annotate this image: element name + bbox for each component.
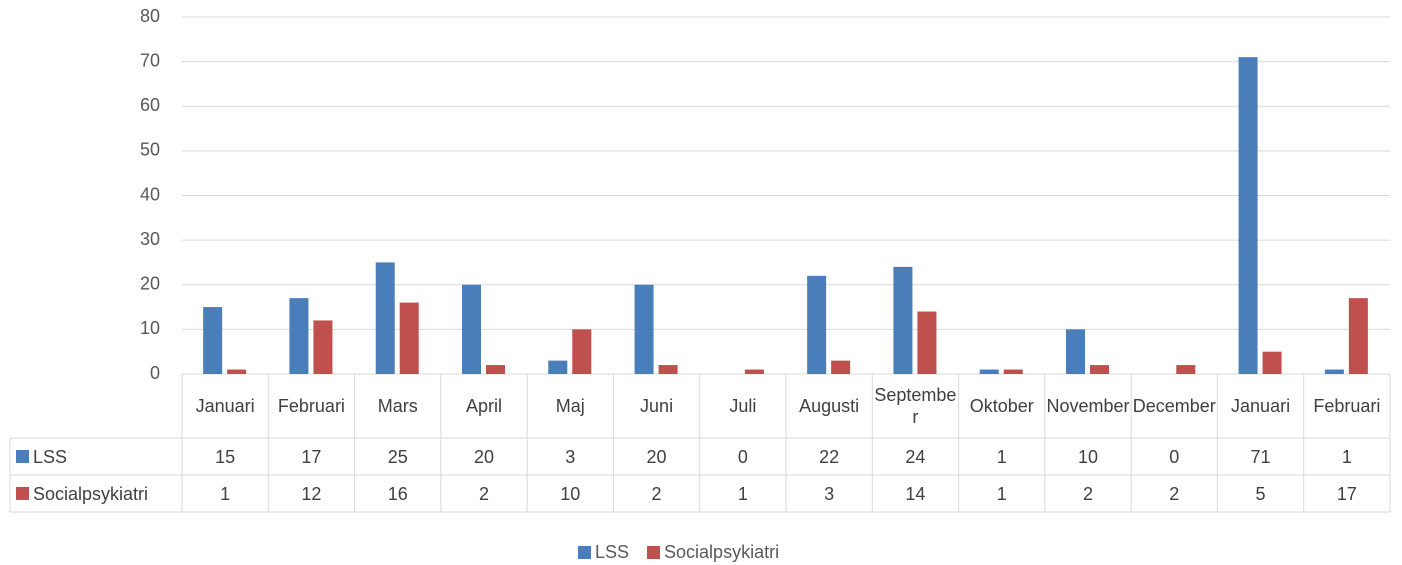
table-value: 71 xyxy=(1250,446,1271,467)
table-value: 2 xyxy=(478,483,489,504)
bar xyxy=(313,320,333,374)
table-value: 2 xyxy=(1169,483,1180,504)
table-value: 16 xyxy=(387,483,408,504)
x-tick-label: November xyxy=(1046,396,1130,416)
legend-key xyxy=(647,546,661,559)
table-value: 2 xyxy=(1082,483,1093,504)
table-value: 24 xyxy=(905,446,926,467)
bar xyxy=(634,284,654,374)
table-value: 1 xyxy=(737,483,748,504)
table-value: 1 xyxy=(220,483,231,504)
x-tick-label: Augusti xyxy=(799,396,860,416)
bar xyxy=(1348,298,1368,374)
table-value: 1 xyxy=(996,446,1007,467)
bar xyxy=(979,369,999,374)
table-value: 0 xyxy=(1169,446,1180,467)
table-value: 5 xyxy=(1255,483,1266,504)
table-value: 20 xyxy=(646,446,667,467)
x-tick-label: Maj xyxy=(555,396,585,416)
y-tick-label: 50 xyxy=(140,140,160,160)
bar xyxy=(1066,329,1085,374)
bar xyxy=(1176,365,1196,374)
table-value: 2 xyxy=(651,483,662,504)
legend-key xyxy=(16,450,29,463)
bar xyxy=(1003,369,1023,374)
x-tick-label: Juli xyxy=(729,396,757,416)
legend-key xyxy=(578,546,591,559)
legend-label: LSS xyxy=(595,542,629,562)
y-tick-label: 60 xyxy=(140,95,160,115)
bar xyxy=(1090,365,1109,374)
y-tick-label: 40 xyxy=(140,184,160,204)
y-tick-label: 80 xyxy=(140,6,160,26)
y-tick-label: 70 xyxy=(140,50,160,70)
table-value: 15 xyxy=(215,446,236,467)
bar xyxy=(658,365,678,374)
table-value: 3 xyxy=(824,483,835,504)
bar xyxy=(1262,351,1282,374)
y-tick-label: 10 xyxy=(140,318,160,338)
x-tick-label: Oktober xyxy=(969,396,1034,416)
x-tick-label: Mars xyxy=(377,396,418,416)
x-tick-label: September xyxy=(874,385,957,427)
x-tick-label: Januari xyxy=(1231,396,1291,416)
bar xyxy=(572,329,592,374)
table-value: 20 xyxy=(473,446,494,467)
bar xyxy=(486,365,505,374)
table-value: 3 xyxy=(565,446,576,467)
bar xyxy=(375,262,395,374)
table-value: 17 xyxy=(301,446,322,467)
x-tick-label: December xyxy=(1132,396,1216,416)
bar xyxy=(289,298,309,374)
bar xyxy=(227,369,247,374)
y-tick-label: 30 xyxy=(140,229,160,249)
table-value: 10 xyxy=(1077,446,1098,467)
table-value: 1 xyxy=(996,483,1007,504)
table-value: 22 xyxy=(819,446,840,467)
x-tick-label: Juni xyxy=(640,396,674,416)
bar xyxy=(462,284,481,374)
table-value: 1 xyxy=(1341,446,1352,467)
y-tick-label: 0 xyxy=(150,363,160,383)
bar xyxy=(203,307,223,374)
row-header: Socialpsykiatri xyxy=(33,483,149,504)
legend-label: Socialpsykiatri xyxy=(664,542,779,562)
table-value: 25 xyxy=(387,446,408,467)
legend-key xyxy=(16,487,29,500)
x-tick-label: Februari xyxy=(1313,396,1381,416)
bar xyxy=(548,360,568,374)
table-value: 14 xyxy=(905,483,926,504)
bar xyxy=(1324,369,1344,374)
x-tick-label: Januari xyxy=(195,396,255,416)
y-tick-label: 20 xyxy=(140,274,160,294)
x-tick-label: Februari xyxy=(277,396,345,416)
table-value: 0 xyxy=(737,446,748,467)
bar xyxy=(744,369,764,374)
bar xyxy=(831,360,851,374)
table-value: 10 xyxy=(560,483,581,504)
table-value: 17 xyxy=(1336,483,1357,504)
bar xyxy=(807,275,827,374)
bar xyxy=(893,266,913,374)
bar xyxy=(917,311,937,374)
bar xyxy=(1238,57,1258,374)
row-header: LSS xyxy=(33,446,68,467)
x-tick-label: April xyxy=(465,396,502,416)
table-value: 12 xyxy=(301,483,322,504)
bar xyxy=(399,302,419,374)
